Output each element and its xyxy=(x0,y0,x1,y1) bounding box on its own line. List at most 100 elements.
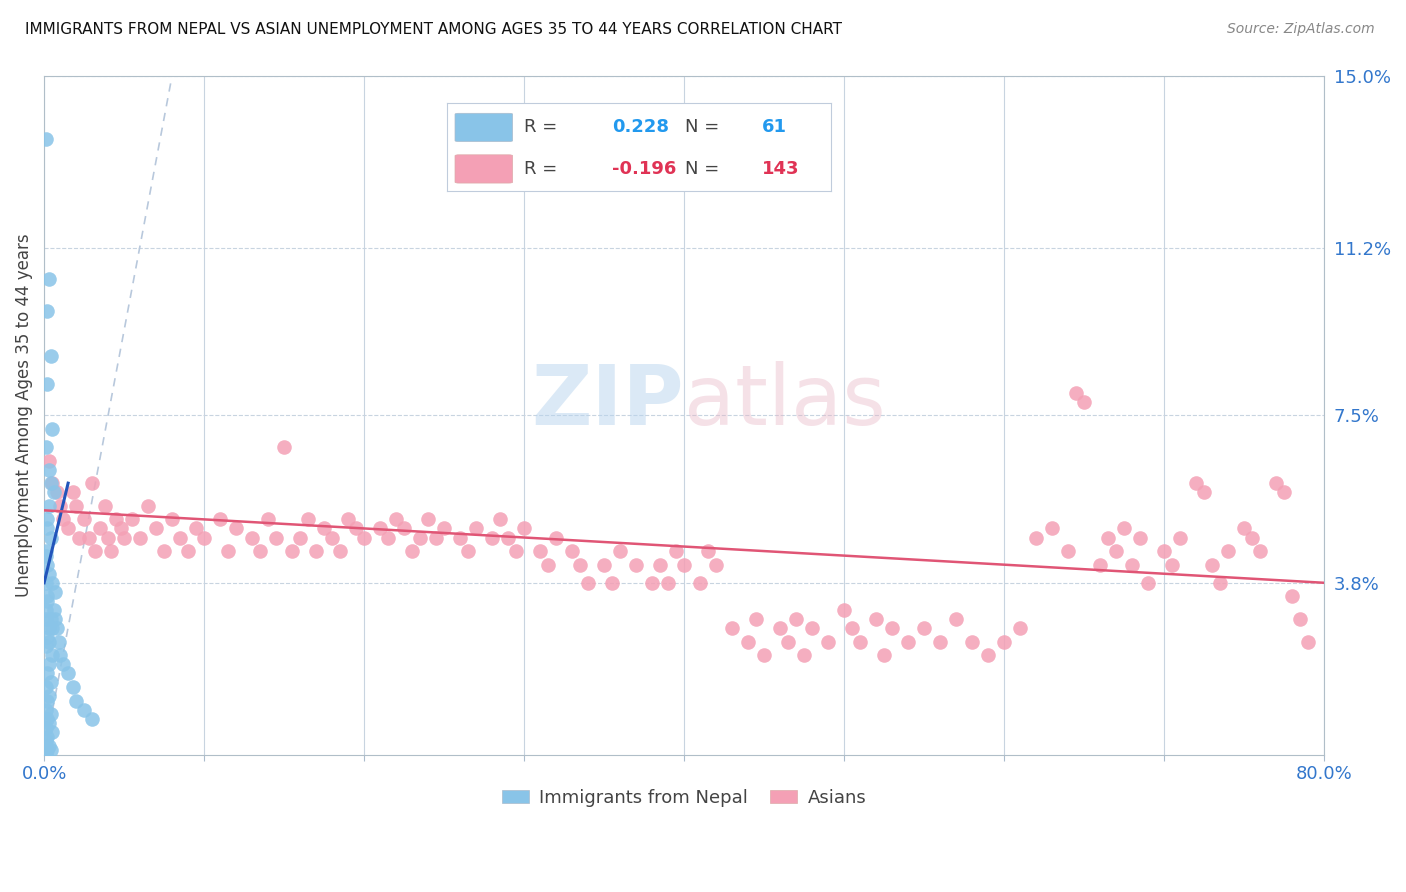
Point xyxy=(62,485,84,500)
Point xyxy=(882,621,904,635)
Point xyxy=(321,531,343,545)
Point xyxy=(121,512,143,526)
Point xyxy=(38,621,60,635)
Point xyxy=(1073,394,1095,409)
Point xyxy=(37,558,59,572)
Point xyxy=(82,712,104,726)
Point xyxy=(39,349,62,363)
Point xyxy=(52,512,75,526)
Point xyxy=(297,512,319,526)
Point xyxy=(35,703,58,717)
Point xyxy=(77,531,100,545)
Point xyxy=(38,634,60,648)
Point xyxy=(67,531,90,545)
Point xyxy=(337,512,360,526)
Point xyxy=(160,512,183,526)
Point xyxy=(600,575,623,590)
Point xyxy=(41,476,63,491)
Point xyxy=(1218,544,1240,558)
Point xyxy=(136,499,159,513)
Point xyxy=(35,721,58,735)
Point xyxy=(1209,575,1232,590)
Point xyxy=(353,531,375,545)
Point xyxy=(100,544,122,558)
Point xyxy=(425,531,447,545)
Point xyxy=(1161,558,1184,572)
Point xyxy=(1272,485,1295,500)
Point xyxy=(145,521,167,535)
Point xyxy=(1114,521,1136,535)
Point xyxy=(153,544,176,558)
Point xyxy=(169,531,191,545)
Point xyxy=(41,621,63,635)
Point xyxy=(1025,531,1047,545)
Point xyxy=(94,499,117,513)
Point xyxy=(38,689,60,703)
Point xyxy=(832,603,855,617)
Point xyxy=(960,634,983,648)
Point xyxy=(673,558,696,572)
Point xyxy=(35,734,58,748)
Point xyxy=(42,485,65,500)
Point xyxy=(273,440,295,454)
Point xyxy=(35,440,58,454)
Point xyxy=(44,585,66,599)
Point xyxy=(817,634,839,648)
Point xyxy=(1153,544,1175,558)
Point xyxy=(657,575,679,590)
Point xyxy=(912,621,935,635)
Point xyxy=(481,531,503,545)
Point xyxy=(35,544,58,558)
Point xyxy=(496,531,519,545)
Point xyxy=(305,544,328,558)
Point xyxy=(465,521,488,535)
Point xyxy=(281,544,304,558)
Point xyxy=(785,612,807,626)
Point xyxy=(37,521,59,535)
Point xyxy=(1168,531,1191,545)
Point xyxy=(38,716,60,731)
Point xyxy=(1057,544,1080,558)
Point xyxy=(112,531,135,545)
Point xyxy=(865,612,887,626)
Point xyxy=(38,453,60,467)
Point xyxy=(457,544,479,558)
Point xyxy=(37,630,59,644)
Point xyxy=(697,544,720,558)
Point xyxy=(769,621,792,635)
Point xyxy=(38,462,60,476)
Point xyxy=(704,558,727,572)
Point xyxy=(537,558,560,572)
Point xyxy=(849,634,872,648)
Point xyxy=(42,603,65,617)
Point xyxy=(641,575,664,590)
Point xyxy=(1088,558,1111,572)
Point xyxy=(45,485,67,500)
Point xyxy=(1296,634,1319,648)
Point xyxy=(39,531,62,545)
Point xyxy=(449,531,471,545)
Point xyxy=(1265,476,1288,491)
Point xyxy=(44,612,66,626)
Point xyxy=(49,648,72,663)
Point xyxy=(257,512,280,526)
Point xyxy=(37,693,59,707)
Point xyxy=(929,634,952,648)
Point xyxy=(38,499,60,513)
Point xyxy=(45,621,67,635)
Point xyxy=(1064,385,1087,400)
Point xyxy=(49,499,72,513)
Point xyxy=(1241,531,1264,545)
Point xyxy=(778,634,800,648)
Point xyxy=(689,575,711,590)
Point xyxy=(513,521,536,535)
Text: Source: ZipAtlas.com: Source: ZipAtlas.com xyxy=(1227,22,1375,37)
Point xyxy=(37,730,59,744)
Point xyxy=(37,512,59,526)
Point xyxy=(489,512,512,526)
Point xyxy=(993,634,1015,648)
Point xyxy=(1137,575,1160,590)
Point xyxy=(752,648,775,663)
Point xyxy=(945,612,967,626)
Point xyxy=(392,521,415,535)
